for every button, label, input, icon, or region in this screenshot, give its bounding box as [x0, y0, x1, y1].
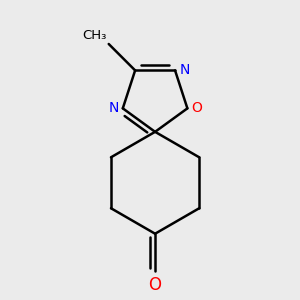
Text: O: O — [192, 101, 203, 116]
Text: N: N — [179, 62, 190, 76]
Text: CH₃: CH₃ — [82, 29, 107, 42]
Text: O: O — [148, 276, 162, 294]
Text: N: N — [108, 101, 118, 116]
